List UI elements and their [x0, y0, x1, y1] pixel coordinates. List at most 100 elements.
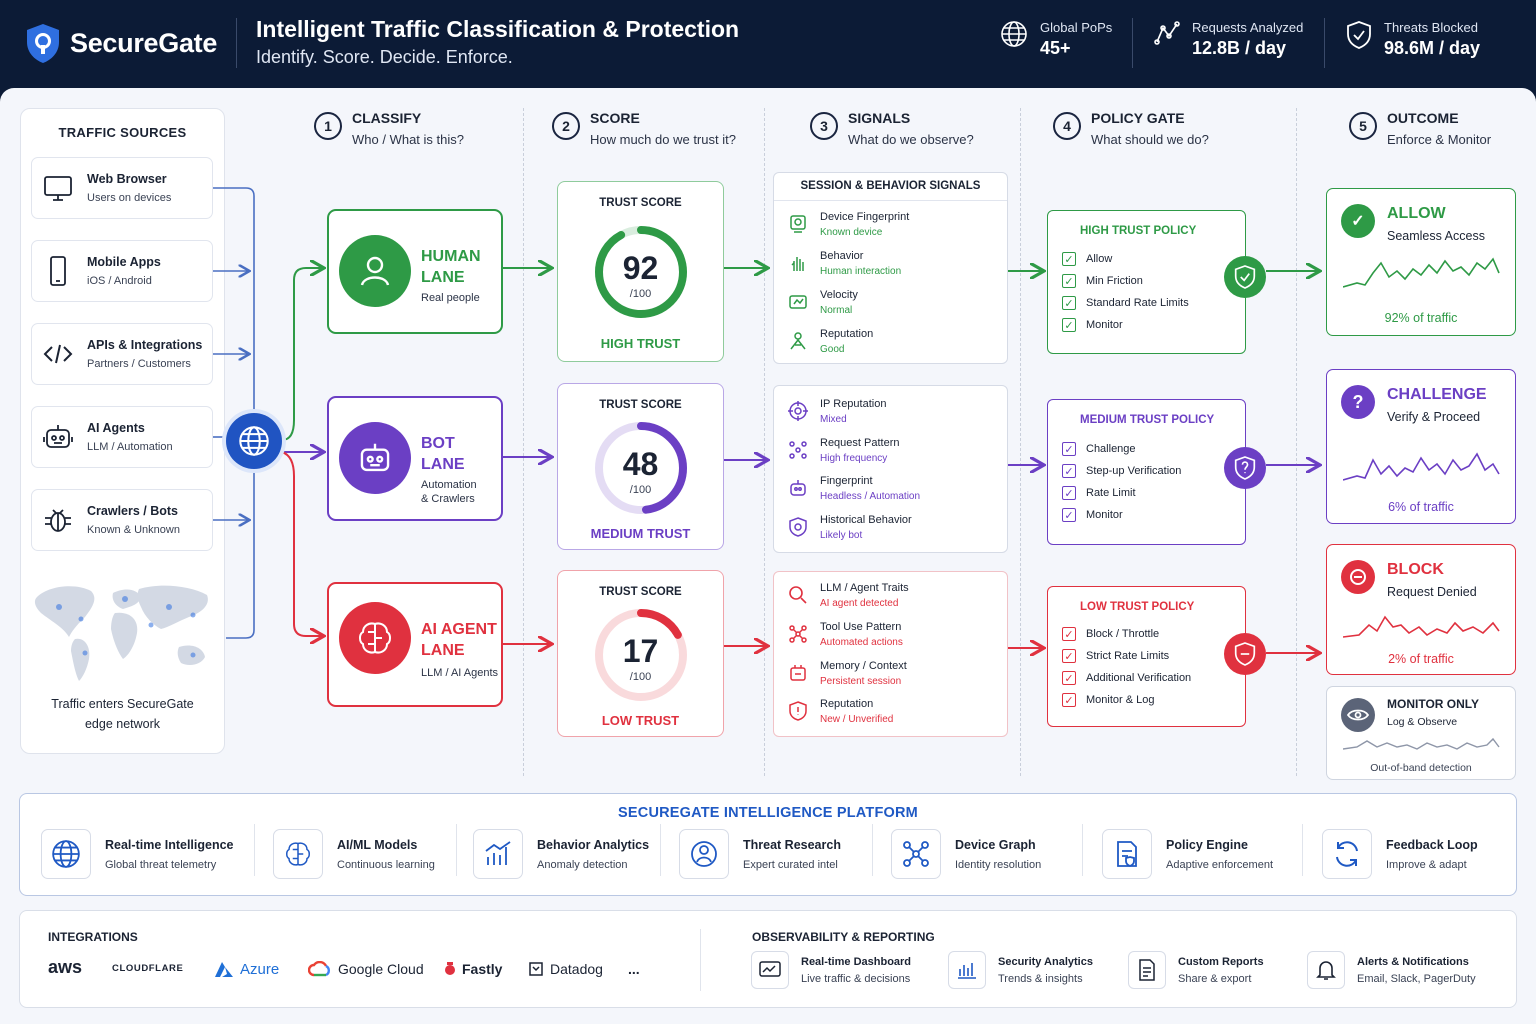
signal-reputation-new: Reputation New / Unverified: [788, 698, 893, 725]
refresh-icon: [1322, 829, 1372, 879]
policy-low-trust: LOW TRUST POLICY ✓ Block / Throttle ✓ Stri…: [1047, 586, 1246, 727]
question-icon: ?: [1341, 385, 1375, 419]
map-caption: Traffic enters SecureGate edge network: [51, 697, 194, 731]
world-map: [34, 585, 208, 681]
platform-realtime-intelligence[interactable]: Real-time Intelligence Global threat tele…: [41, 829, 234, 879]
integration-azure[interactable]: Azure: [214, 961, 279, 978]
obs-custom-reports[interactable]: Custom Reports Share & export: [1128, 951, 1264, 989]
policy-item: ✓ Monitor: [1062, 508, 1123, 522]
trust-gauge: [595, 609, 687, 701]
policy-item: ✓ Challenge: [1062, 442, 1136, 456]
platform-feedback-loop[interactable]: Feedback Loop Improve & adapt: [1322, 829, 1478, 879]
signals-ai-agent: LLM / Agent Traits AI agent detected Tool…: [773, 571, 1008, 737]
signal-tool-use: Tool Use Pattern Automated actions: [788, 621, 903, 648]
policy-item: ✓ Additional Verification: [1062, 671, 1191, 685]
policy-item: ✓ Block / Throttle: [1062, 627, 1159, 641]
integration-google-cloud[interactable]: Google Cloud: [308, 961, 424, 977]
hand-icon: [791, 257, 804, 271]
nodes-icon: [789, 625, 807, 643]
page-subtitle: Identify. Score. Decide. Enforce.: [256, 47, 513, 67]
graph-icon: [891, 829, 941, 879]
brain-icon: [339, 602, 411, 674]
platform-device-graph[interactable]: Device Graph Identity resolution: [891, 829, 1041, 879]
source-apis-integrations[interactable]: APIs & Integrations Partners / Customers: [31, 323, 213, 385]
policy-item: ✓ Standard Rate Limits: [1062, 296, 1189, 310]
bug-icon: [45, 509, 71, 532]
trust-score-high: TRUST SCORE 92 /100 HIGH TRUST: [557, 181, 724, 362]
step-score: 2 SCORE How much do we trust it?: [552, 110, 736, 147]
signal-llm-traits: LLM / Agent Traits AI agent detected: [788, 582, 909, 609]
source-ai-agents[interactable]: AI Agents LLM / Automation: [31, 406, 213, 468]
robot-icon: [339, 422, 411, 494]
report-icon: [1128, 951, 1166, 989]
page-title: Intelligent Traffic Classification & Pro…: [256, 16, 740, 42]
integrations-title: INTEGRATIONS: [48, 930, 138, 944]
gauge-fill: [595, 226, 687, 318]
outcome-block[interactable]: BLOCK Request Denied 2% of traffic: [1326, 544, 1516, 675]
source-crawlers-bots[interactable]: Crawlers / Bots Known & Unknown: [31, 489, 213, 551]
outcome-allow[interactable]: ✓ ALLOW Seamless Access 92% of traffic: [1326, 188, 1516, 336]
stat-requests-analyzed: Requests Analyzed 12.8B / day: [1154, 20, 1303, 59]
policy-item: ✓ Monitor & Log: [1062, 693, 1154, 707]
shield-check-icon: [1224, 256, 1266, 298]
integration-aws[interactable]: aws: [48, 957, 83, 977]
edge-hub[interactable]: [226, 413, 282, 469]
header: SecureGate Intelligent Traffic Classific…: [0, 0, 1536, 88]
obs-security-analytics[interactable]: Security Analytics Trends & insights: [948, 951, 1093, 989]
source-web-browser[interactable]: Web Browser Users on devices: [31, 157, 213, 219]
lane-human[interactable]: HUMAN LANE Real people: [327, 209, 503, 334]
policy-item: ✓ Step-up Verification: [1062, 464, 1181, 478]
more-integrations[interactable]: ...: [628, 961, 640, 977]
platform-ai-ml-models[interactable]: AI/ML Models Continuous learning: [273, 829, 435, 879]
brain-icon: [273, 829, 323, 879]
source-mobile-apps[interactable]: Mobile Apps iOS / Android: [31, 240, 213, 302]
eye-icon: [1341, 698, 1375, 732]
intelligence-platform: SECUREGATE INTELLIGENCE PLATFORM Real-ti…: [19, 793, 1517, 896]
traffic-sources-title: TRAFFIC SOURCES: [58, 125, 187, 140]
obs-alerts-notifications[interactable]: Alerts & Notifications Email, Slack, Page…: [1307, 951, 1476, 989]
platform-threat-research[interactable]: Threat Research Expert curated intel: [679, 829, 841, 879]
policy-item: ✓ Min Friction: [1062, 274, 1143, 288]
target-icon: [788, 401, 808, 421]
outcome-challenge[interactable]: ? CHALLENGE Verify & Proceed 6% of traff…: [1326, 369, 1516, 524]
brand-logo[interactable]: SecureGate: [24, 22, 217, 64]
lane-ai-agent[interactable]: AI AGENT LANE LLM / AI Agents: [327, 582, 503, 707]
analytics-icon: [948, 951, 986, 989]
policy-high-trust: HIGH TRUST POLICY ✓ Allow ✓ Min Friction ✓…: [1047, 210, 1246, 354]
signal-memory-context: Memory / Context Persistent session: [788, 660, 907, 687]
person-icon: [339, 235, 411, 307]
datadog-icon: [529, 962, 543, 976]
signal-behavior: Behavior Human interaction: [788, 250, 901, 277]
policy-item: ✓ Allow: [1062, 252, 1112, 266]
step-outcome: 5 OUTCOME Enforce & Monitor: [1349, 110, 1491, 147]
trust-score-medium: TRUST SCORE 48 /100 MEDIUM TRUST: [557, 383, 724, 550]
platform-policy-engine[interactable]: Policy Engine Adaptive enforcement: [1102, 829, 1273, 879]
stat-global-pops: Global PoPs 45+: [1000, 20, 1112, 59]
history-shield-icon: [789, 517, 807, 537]
trend-sparkline: [1343, 452, 1500, 481]
obs-realtime-dashboard[interactable]: Real-time Dashboard Live traffic & decisi…: [751, 951, 911, 989]
brand-name: SecureGate: [70, 27, 218, 58]
integration-datadog[interactable]: Datadog: [528, 961, 603, 977]
trend-sparkline: [1343, 737, 1500, 750]
gauge-fill: [595, 609, 687, 701]
platform-behavior-analytics[interactable]: Behavior Analytics Anomaly detection: [473, 829, 649, 879]
globe-icon: [1001, 21, 1027, 47]
trust-gauge: [595, 422, 687, 514]
integration-fastly[interactable]: Fastly: [444, 961, 502, 977]
trust-gauge: [595, 226, 687, 318]
step-policy-gate: 4 POLICY GATE What should we do?: [1053, 110, 1209, 147]
fingerprint-icon: [790, 215, 806, 233]
integration-cloudflare[interactable]: CLOUDFLARE: [112, 963, 184, 974]
lane-bot[interactable]: BOT LANE Automation & Crawlers: [327, 396, 503, 521]
cloud-icon: [308, 961, 330, 977]
block-icon: [1341, 560, 1375, 594]
bar-chart-icon: [473, 829, 523, 879]
shield-block-icon: [1224, 633, 1266, 675]
observability-title: OBSERVABILITY & REPORTING: [752, 930, 935, 944]
signals-bot: IP Reputation Mixed Request Pattern High f…: [773, 385, 1008, 553]
outcome-monitor-only[interactable]: MONITOR ONLY Log & Observe Out-of-band d…: [1326, 686, 1516, 780]
signal-reputation: Reputation Good: [788, 328, 873, 355]
robot-icon: [790, 480, 806, 496]
reputation-icon: [790, 332, 806, 350]
